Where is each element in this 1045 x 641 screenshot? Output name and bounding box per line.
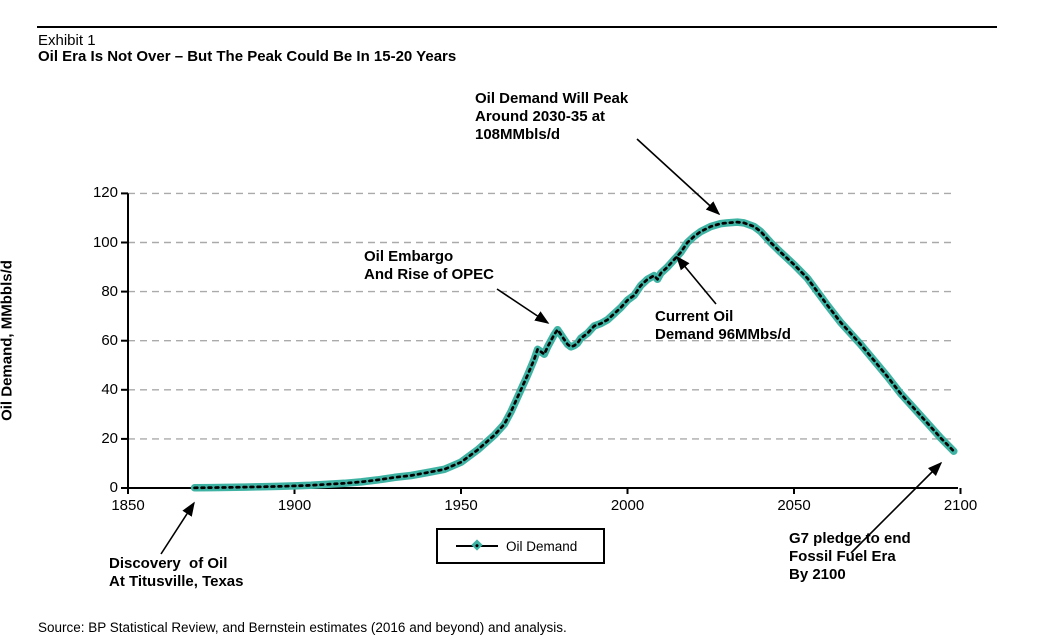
x-tick-label-2000: 2000 xyxy=(610,497,645,514)
y-tick-label-20: 20 xyxy=(101,429,118,447)
annotation-current: Current Oil Demand 96MMbs/d xyxy=(655,308,791,343)
y-tick-label-100: 100 xyxy=(92,233,118,251)
x-tick-label-1900: 1900 xyxy=(277,497,312,514)
y-tick-label-80: 80 xyxy=(101,282,118,300)
top-rule xyxy=(37,26,997,28)
x-tick-label-1850: 1850 xyxy=(111,497,145,514)
oil-demand-series-markers xyxy=(193,220,956,490)
arrow-g7 xyxy=(850,461,943,554)
annotation-g7: G7 pledge to end Fossil Fuel Era By 2100 xyxy=(789,530,911,583)
legend: Oil Demand xyxy=(436,528,605,564)
source-note: Source: BP Statistical Review, and Berns… xyxy=(38,620,567,635)
y-tick-label-40: 40 xyxy=(101,380,118,398)
x-tick-label-2100: 2100 xyxy=(943,497,978,514)
arrow-discovery xyxy=(160,501,195,555)
page-title: Oil Era Is Not Over – But The Peak Could… xyxy=(38,48,457,65)
legend-label: Oil Demand xyxy=(506,538,578,554)
y-tick-label-60: 60 xyxy=(101,331,118,349)
x-tick-label-2050: 2050 xyxy=(777,497,811,514)
legend-marker-dot-icon xyxy=(474,543,480,548)
exhibit-label: Exhibit 1 xyxy=(38,32,96,49)
x-tick-label-1950: 1950 xyxy=(444,497,478,514)
legend-diamond-marker-icon xyxy=(471,539,483,551)
arrow-embargo xyxy=(496,288,550,324)
oil-demand-series-band xyxy=(190,218,958,492)
arrow-current xyxy=(675,255,717,305)
legend-line-sample xyxy=(456,539,498,551)
annotation-embargo: Oil Embargo And Rise of OPEC xyxy=(364,248,495,283)
y-tick-label-0: 0 xyxy=(109,479,118,496)
annotation-discovery: Discovery of Oil At Titusville, Texas xyxy=(109,555,244,590)
annotation-peak: Oil Demand Will Peak Around 2030-35 at 1… xyxy=(475,90,629,143)
y-tick-label-120: 120 xyxy=(92,184,118,202)
arrow-peak xyxy=(636,138,721,216)
